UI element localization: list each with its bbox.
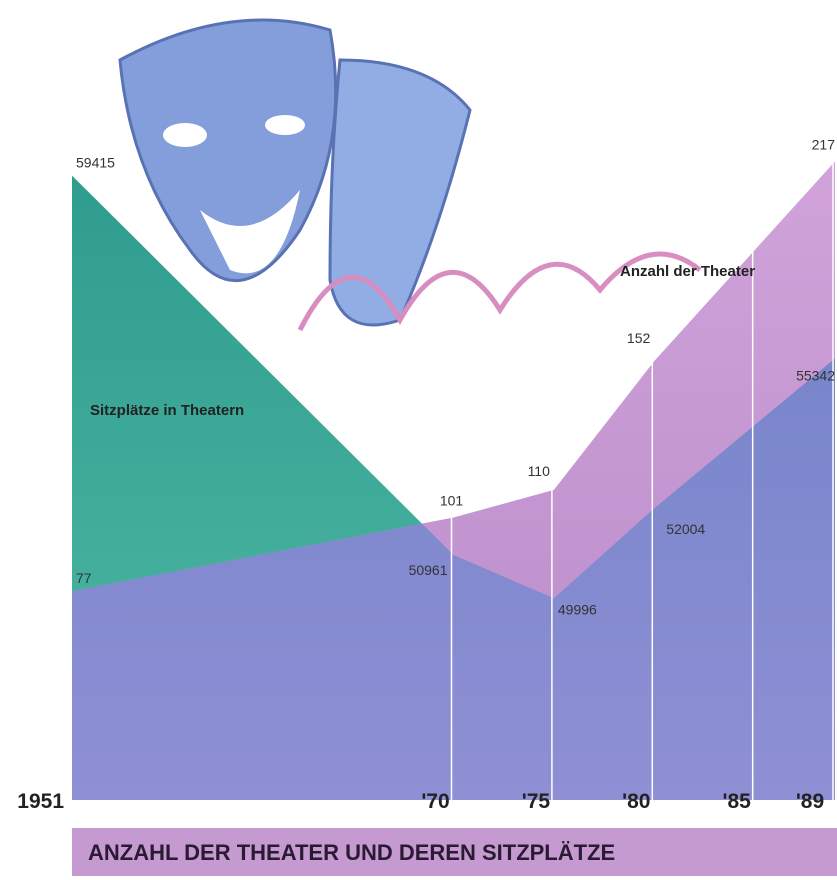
value-label: 59415 [76, 155, 115, 171]
value-label: 50961 [409, 562, 448, 578]
value-label: 55342 [796, 367, 835, 383]
overlap-area [72, 175, 835, 800]
value-label: 110 [528, 463, 551, 479]
value-label: 152 [627, 330, 651, 346]
series-name: Sitzplätze in Theatern [90, 402, 244, 419]
x-tick-label: 1951 [17, 790, 64, 813]
value-label: 49996 [558, 601, 597, 617]
x-tick-label: '75 [522, 790, 551, 813]
series-name: Anzahl der Theater [620, 263, 755, 280]
x-tick-label: '89 [796, 790, 824, 813]
value-label: 52004 [666, 521, 705, 537]
x-tick-label: '85 [723, 790, 752, 813]
x-tick-label: '80 [622, 790, 650, 813]
value-label: 77 [76, 570, 92, 586]
title-bar [72, 828, 837, 876]
plot-area [72, 160, 835, 815]
value-label: 101 [440, 493, 464, 509]
value-label: 217 [812, 136, 836, 152]
masks-illustration [118, 18, 702, 332]
chart-title: ANZAHL DER THEATER UND DEREN SITZPLÄTZE [88, 840, 615, 865]
x-tick-label: '70 [421, 790, 449, 813]
